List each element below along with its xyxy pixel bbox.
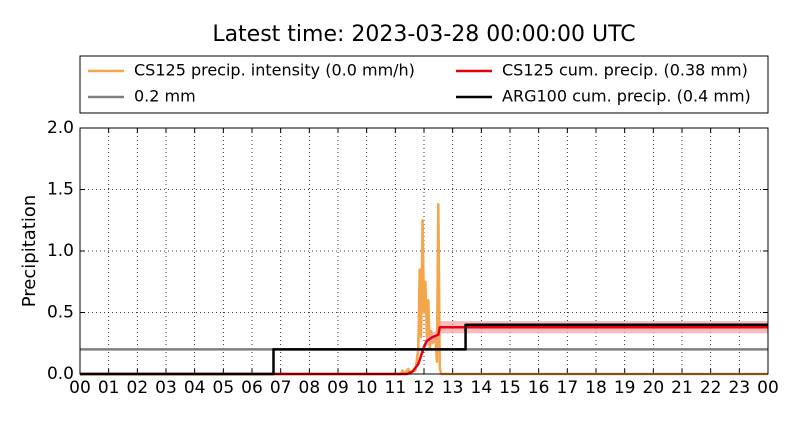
x-tick-label: 06 <box>241 378 263 398</box>
x-tick-label: 18 <box>585 378 607 398</box>
series-line <box>80 203 768 376</box>
x-tick-label: 03 <box>155 378 177 398</box>
plot-frame <box>79 127 769 375</box>
x-tick-label: 16 <box>528 378 550 398</box>
x-tick-label: 00 <box>757 378 779 398</box>
legend-label: 0.2 mm <box>134 87 196 106</box>
x-tick-label: 13 <box>442 378 464 398</box>
x-tick-label: 14 <box>471 378 493 398</box>
x-tick-label: 02 <box>127 378 149 398</box>
x-tick-label: 09 <box>327 378 349 398</box>
x-tick-label: 08 <box>299 378 321 398</box>
x-tick-label: 12 <box>413 378 435 398</box>
legend-label: ARG100 cum. precip. (0.4 mm) <box>502 87 751 106</box>
chart-title: Latest time: 2023-03-28 00:00:00 UTC <box>212 22 635 47</box>
x-tick-label: 15 <box>499 378 521 398</box>
x-tick-label: 07 <box>270 378 292 398</box>
x-tick-label: 00 <box>69 378 91 398</box>
x-tick-label: 11 <box>385 378 407 398</box>
x-tick-label: 05 <box>213 378 235 398</box>
x-tick-label: 20 <box>643 378 665 398</box>
legend-label: CS125 cum. precip. (0.38 mm) <box>502 61 748 80</box>
x-tick-label: 01 <box>98 378 120 398</box>
y-tick-label: 1.5 <box>47 180 74 200</box>
legend-box <box>79 55 769 114</box>
x-tick-label: 10 <box>356 378 378 398</box>
x-tick-label: 22 <box>700 378 722 398</box>
x-tick-label: 17 <box>557 378 579 398</box>
x-tick-label: 04 <box>184 378 206 398</box>
series-line <box>80 326 768 376</box>
x-tick-label: 23 <box>729 378 751 398</box>
y-tick-label: 0.5 <box>47 303 74 323</box>
x-tick-label: 21 <box>671 378 693 398</box>
legend-label: CS125 precip. intensity (0.0 mm/h) <box>134 61 415 80</box>
y-axis-label: Precipitation <box>19 195 40 308</box>
y-tick-label: 1.0 <box>47 241 74 261</box>
y-tick-label: 2.0 <box>47 118 74 138</box>
x-tick-label: 19 <box>614 378 636 398</box>
y-tick-label: 0.0 <box>47 364 74 384</box>
